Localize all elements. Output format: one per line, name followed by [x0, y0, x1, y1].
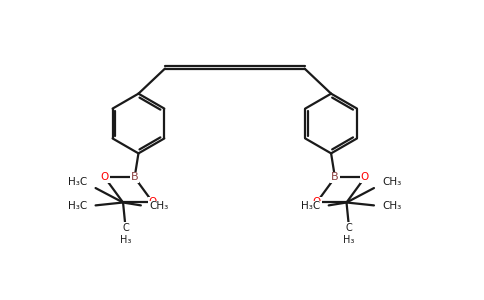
Text: O: O: [101, 172, 109, 182]
Text: O: O: [149, 197, 157, 208]
Text: B: B: [131, 172, 138, 182]
Text: B: B: [331, 172, 339, 182]
Text: CH₃: CH₃: [150, 201, 169, 212]
Text: C
H₃: C H₃: [343, 223, 355, 244]
Text: CH₃: CH₃: [383, 177, 402, 187]
Text: H₃C: H₃C: [301, 201, 320, 212]
Text: H₃C: H₃C: [68, 201, 87, 212]
Text: H₃C: H₃C: [68, 177, 87, 187]
Text: C
H₃: C H₃: [120, 223, 131, 244]
Text: O: O: [313, 197, 321, 208]
Text: O: O: [361, 172, 369, 182]
Text: CH₃: CH₃: [383, 201, 402, 212]
